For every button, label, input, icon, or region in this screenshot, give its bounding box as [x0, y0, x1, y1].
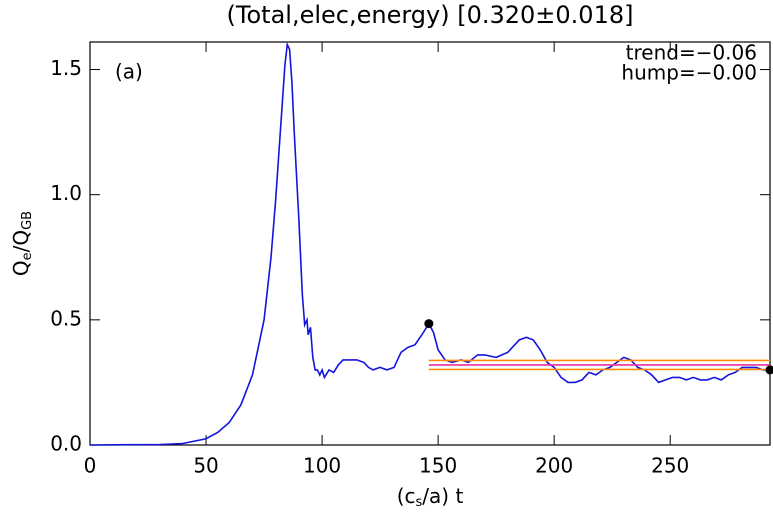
ylabel-part: /Q	[9, 230, 33, 252]
x-tick-label: 250	[651, 454, 689, 478]
xlabel-part: (c	[397, 484, 416, 508]
chart-title: (Total,elec,energy) [0.320±0.018]	[227, 1, 634, 29]
xlabel: (cs/a) t	[397, 484, 464, 510]
annotation: hump=−0.00	[621, 61, 757, 85]
ylabel-part: e	[20, 252, 35, 260]
y-tick-label: 0.5	[50, 306, 82, 330]
ylabel: Qe/QGB	[9, 211, 35, 276]
y-tick-label: 1.0	[50, 181, 82, 205]
x-tick-label: 150	[419, 454, 457, 478]
x-tick-label: 200	[535, 454, 573, 478]
y-tick-label: 0.0	[50, 432, 82, 456]
xlabel-part: /a) t	[422, 484, 463, 508]
annotation: (a)	[115, 60, 143, 84]
marker	[765, 365, 773, 375]
xlabel-part: s	[416, 495, 423, 510]
y-tick-label: 1.5	[50, 56, 82, 80]
plot-frame	[89, 41, 771, 446]
data-line	[89, 41, 770, 446]
x-tick-label: 0	[84, 454, 97, 478]
ylabel-part: GB	[20, 211, 35, 230]
x-tick-label: 50	[193, 454, 218, 478]
marker	[424, 319, 434, 329]
ylabel-part: Q	[9, 260, 33, 276]
x-tick-label: 100	[303, 454, 341, 478]
annotation: trend=−0.06	[626, 41, 757, 65]
